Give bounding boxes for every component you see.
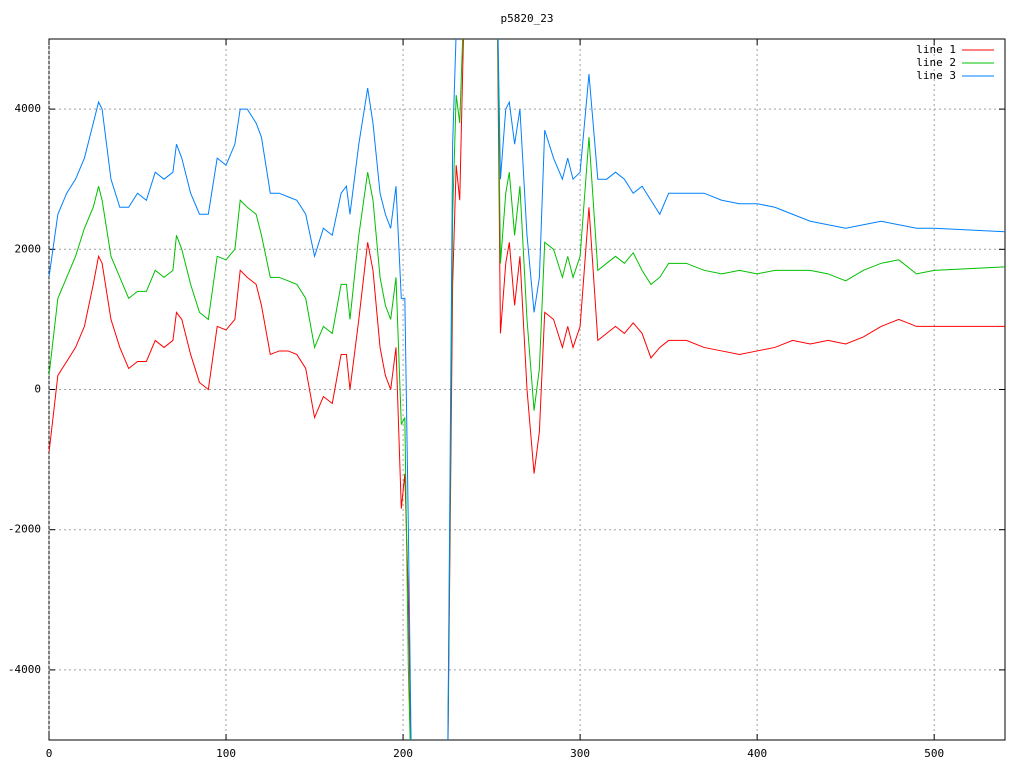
data-line [49,39,1005,740]
plot-lines [49,39,1005,740]
legend-label: line 1 [916,43,956,56]
x-tick-label: 100 [216,747,236,760]
x-tick-label: 500 [924,747,944,760]
legend-label: line 2 [916,56,956,69]
legend-label: line 3 [916,69,956,82]
y-tick-label: 4000 [15,102,42,115]
y-tick-label: 0 [34,383,41,396]
x-tick-label: 300 [570,747,590,760]
data-line [49,39,1005,740]
y-tick-label: -4000 [8,663,41,676]
y-tick-label: 2000 [15,242,42,255]
x-tick-label: 400 [747,747,767,760]
chart-title: p5820_23 [501,12,554,25]
x-tick-label: 200 [393,747,413,760]
y-tick-label: -2000 [8,523,41,536]
x-tick-label: 0 [46,747,53,760]
data-line [49,39,1005,740]
